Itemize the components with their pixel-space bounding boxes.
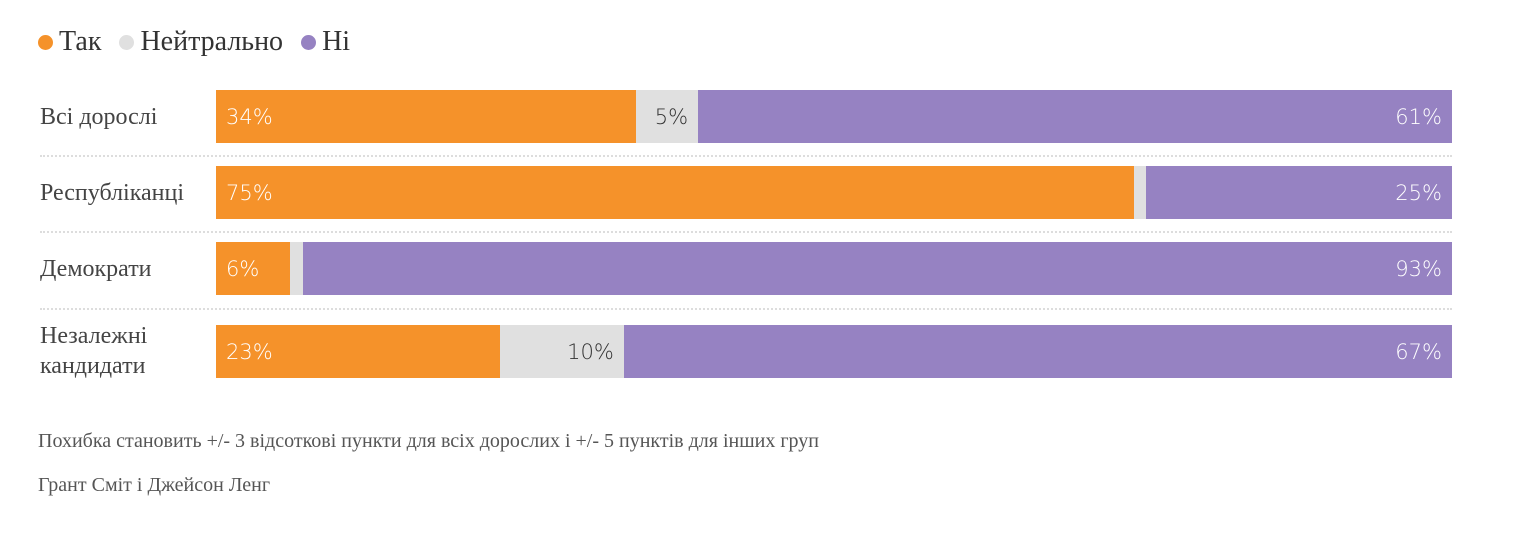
stacked-bar: 34% 5% 61% [216,90,1452,143]
bar-segment: 93% [302,242,1452,295]
footnote: Похибка становить +/- 3 відсоткові пункт… [38,430,819,452]
bar-segment [1133,166,1147,219]
bar-segment: 6% [216,242,291,295]
legend-item: Ні [301,26,350,58]
category-label: Республіканці [40,180,185,206]
bar-segment: 67% [623,325,1452,378]
data-label: 67% [1395,339,1442,364]
data-label: 93% [1395,256,1442,281]
legend-item: Так [38,26,101,58]
data-label: 61% [1395,104,1442,129]
bar-segment: 5% [636,90,699,143]
row-divider [40,308,1452,310]
bar-segment: 75% [216,166,1134,219]
row-divider [40,155,1452,157]
data-label: 10% [567,339,614,364]
category-label: Всі дорослі [40,104,158,130]
data-label: 5% [654,104,689,129]
legend-item: Нейтрально [119,26,283,58]
legend-label: Так [59,26,102,57]
data-label: 75% [226,180,273,205]
legend-label: Нейтрально [140,26,284,57]
bar-segment: 61% [698,90,1452,143]
legend-dot-icon [38,34,53,50]
row-divider [40,231,1452,233]
legend-label: Ні [322,26,351,57]
stacked-bar: 6% 93% [216,242,1452,295]
bar-segment: 25% [1146,166,1452,219]
category-label: Незалежні кандидати [40,323,148,379]
stacked-bar: 75% 25% [216,166,1452,219]
data-label: 34% [226,104,273,129]
credit: Грант Сміт і Джейсон Ленг [38,474,271,496]
bar-segment: 34% [216,90,637,143]
legend-dot-icon [119,34,135,50]
stacked-bar: 23% 10% 67% [216,325,1452,378]
data-label: 25% [1395,180,1442,205]
legend: Так Нейтрально Ні [38,26,368,58]
category-label: Демократи [40,256,152,282]
legend-dot-icon [301,34,317,50]
bar-segment [290,242,303,295]
data-label: 23% [226,339,273,364]
bar-segment: 10% [500,325,624,378]
bar-segment: 23% [216,325,501,378]
data-label: 6% [226,256,260,281]
